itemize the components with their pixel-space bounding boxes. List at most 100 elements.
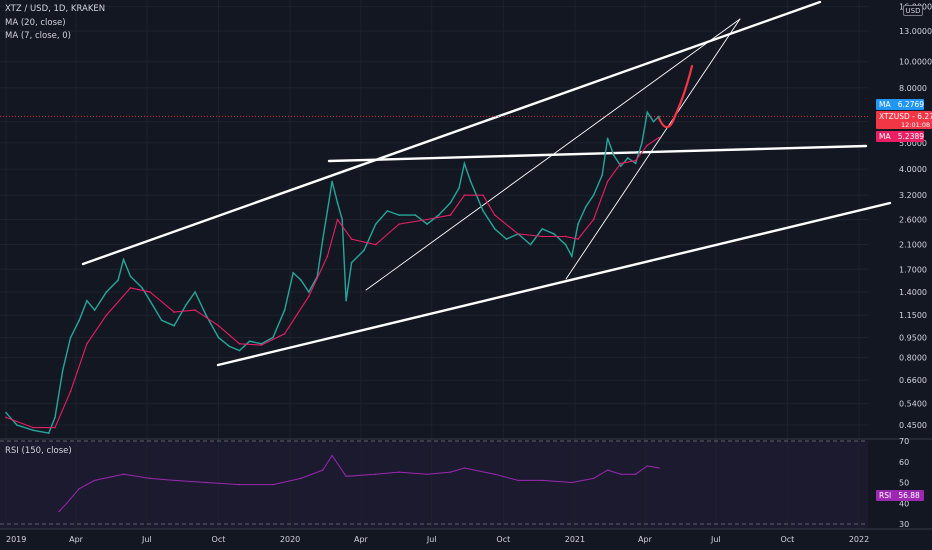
rsi-data-point (571, 481, 573, 484)
rsi-data-point (426, 473, 428, 475)
ma-data-point (658, 136, 660, 139)
price-data-point (601, 174, 603, 176)
ma-data-point (86, 343, 88, 345)
ma-data-point (69, 390, 72, 393)
rsi-data-point (149, 477, 151, 480)
ma-data-point (577, 238, 579, 240)
time-tick-label: Oct (496, 535, 510, 544)
price-data-point (426, 223, 428, 225)
price-badge-name: XTZUSD (879, 111, 910, 121)
rsi-data-point (398, 471, 400, 473)
rsi-data-point (345, 475, 347, 477)
price-data-point (482, 210, 484, 212)
price-data-point (32, 429, 35, 432)
ma7-legend[interactable]: MA (7, close, 0) (5, 31, 71, 41)
price-data-point (627, 157, 629, 159)
price-tick-label: 1.1500 (899, 311, 927, 320)
price-data-point (173, 324, 175, 327)
price-tick-label: 8.0000 (899, 84, 927, 93)
time-tick-label: 2020 (280, 535, 300, 544)
rsi-data-point (205, 481, 207, 484)
ma-top-badge-name: MA (879, 100, 891, 109)
rsi-data-point (122, 473, 125, 475)
price-data-point (634, 162, 637, 165)
price-data-point (493, 228, 496, 230)
rsi-data-point (494, 473, 496, 475)
time-tick-label: Oct (780, 535, 794, 544)
price-data-point (564, 243, 567, 246)
ma-data-point (463, 194, 466, 197)
price-data-point (69, 336, 72, 339)
ma-data-point (634, 159, 637, 162)
rsi-legend[interactable]: RSI (150, close) (5, 446, 72, 456)
resistance-line (327, 144, 868, 163)
rsi-data-point (272, 483, 274, 486)
rsi-badge: RSI 56.88 (876, 490, 924, 501)
price-data-point (283, 309, 286, 311)
rsi-data-point (634, 473, 637, 475)
rsi-data-point (517, 479, 519, 482)
price-data-point (122, 258, 125, 261)
ma-data-point (32, 426, 35, 429)
rsi-badge-value: 56.88 (898, 491, 920, 500)
price-data-point (620, 165, 622, 167)
price-data-point (184, 304, 187, 307)
price-tick-label: 2.6000 (899, 216, 927, 225)
rsi-data-point (173, 479, 175, 482)
rsi-tick-label: 50 (899, 479, 909, 488)
price-data-point (449, 201, 452, 204)
ma-data-point (307, 295, 310, 298)
time-tick-label: Jul (710, 535, 721, 544)
ma-data-point (606, 180, 609, 183)
price-data-point (260, 343, 263, 345)
price-data-point (93, 309, 96, 311)
price-data-point (5, 411, 7, 414)
price-data-point (646, 111, 649, 113)
axes: 16.000013.000010.00008.00006.00005.00004… (6, 3, 932, 544)
price-data-point (571, 255, 573, 258)
price-tick-label: 5.0000 (899, 139, 927, 148)
time-tick-label: 2021 (565, 535, 585, 544)
ma-data-point (350, 238, 353, 240)
ma-data-point (336, 218, 339, 221)
price-data-point (336, 201, 339, 204)
time-tick-label: Apr (69, 535, 84, 544)
rsi-data-point (300, 477, 302, 480)
rsi-tick-label: 40 (899, 499, 909, 508)
symbol-title: XTZ / USD, 1D, KRAKEN (5, 4, 106, 14)
ma-data-point (592, 218, 595, 221)
time-tick-label: Oct (212, 535, 226, 544)
ma-data-point (149, 291, 151, 293)
price-data-point (652, 120, 655, 123)
channel-lower-line (216, 201, 892, 367)
price-badge-countdown: 12:01:08 (901, 120, 931, 129)
time-tick-label: Apr (638, 535, 653, 544)
wedge-lower-line (565, 18, 741, 280)
price-data-point (458, 187, 460, 189)
price-data-point (194, 291, 196, 293)
price-data-point (463, 162, 466, 165)
price-tick-label: 1.7000 (899, 265, 927, 274)
price-data-point (613, 154, 615, 157)
rsi-data-point (331, 454, 333, 457)
series-layer (5, 110, 660, 513)
price-data-point (592, 194, 595, 197)
price-data-point (160, 319, 163, 322)
price-data-point (238, 349, 241, 352)
ma-data-point (398, 223, 400, 225)
price-tick-label: 3.2000 (899, 191, 927, 200)
rsi-data-point (606, 469, 609, 471)
currency-selector[interactable]: USD (903, 5, 923, 16)
price-data-point (345, 299, 347, 302)
ma-top-badge: MA 6.2769 (876, 99, 924, 110)
rsi-data-point (94, 479, 96, 482)
ma20-legend[interactable]: MA (20, close) (5, 18, 66, 28)
price-data-point (117, 279, 119, 281)
price-data-point (272, 336, 274, 339)
ma-data-point (326, 255, 329, 258)
rsi-data-point (238, 483, 241, 486)
rsi-data-point (374, 473, 377, 475)
price-series-line (5, 110, 660, 434)
